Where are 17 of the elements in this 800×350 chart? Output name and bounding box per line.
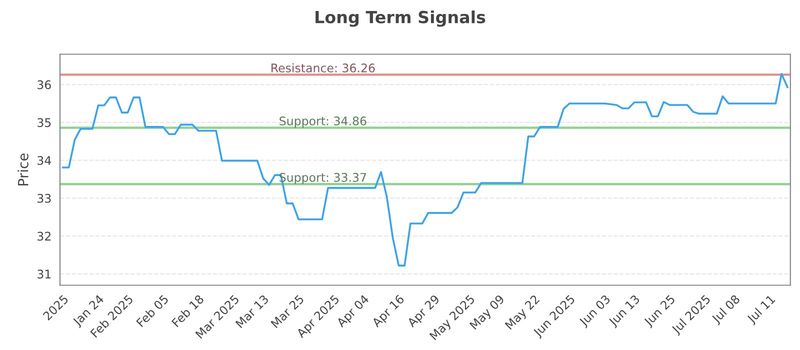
chart-title: Long Term Signals [316, 10, 486, 27]
y-tick-label: 32 [38, 232, 50, 241]
x-tick-label: Mar 25 [270, 294, 304, 328]
ref-line-label: Resistance: 36.26 [272, 63, 375, 72]
x-tick-label: Jul 08 [710, 294, 742, 326]
y-tick-label: 34 [38, 156, 52, 165]
x-tick-label: Feb 18 [171, 294, 204, 328]
y-tick-label: 31 [38, 270, 51, 279]
y-tick-label: 36 [38, 80, 51, 90]
y-tick-label: 35 [38, 118, 51, 128]
ref-line-label: Support: 34.86 [280, 116, 366, 128]
y-axis-title: Price [18, 154, 28, 186]
x-tick-label: Apr 16 [371, 294, 406, 330]
line-series [62, 73, 788, 266]
x-tick-label: Feb 05 [136, 294, 169, 328]
x-tick-label: Jul 11 [746, 294, 778, 326]
y-tick-label: 33 [38, 194, 51, 203]
